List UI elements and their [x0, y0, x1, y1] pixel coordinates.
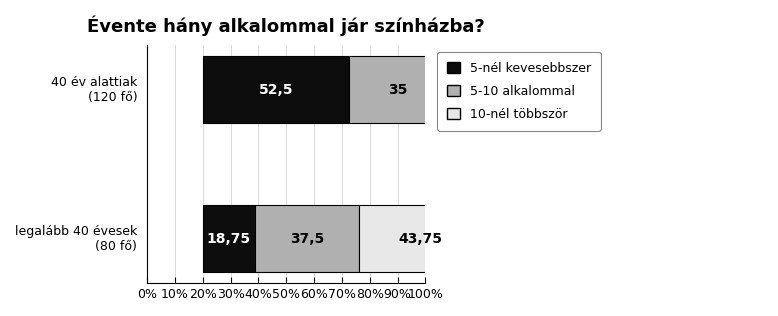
Legend: 5-nél kevesebbszer, 5-10 alkalommal, 10-nél többször: 5-nél kevesebbszer, 5-10 alkalommal, 10-…	[437, 52, 601, 131]
Bar	[203, 56, 349, 123]
Bar	[359, 205, 481, 272]
Text: 43,75: 43,75	[398, 232, 442, 246]
Text: 18,75: 18,75	[207, 232, 251, 246]
Text: 12,5: 12,5	[447, 83, 481, 97]
Text: 52,5: 52,5	[258, 83, 293, 97]
Bar	[203, 205, 255, 272]
Title: Évente hány alkalommal jár színházba?: Évente hány alkalommal jár színházba?	[87, 15, 485, 35]
Bar	[255, 205, 359, 272]
Text: 35: 35	[388, 83, 408, 97]
Text: 37,5: 37,5	[290, 232, 324, 246]
Bar	[349, 56, 447, 123]
Bar	[447, 56, 481, 123]
